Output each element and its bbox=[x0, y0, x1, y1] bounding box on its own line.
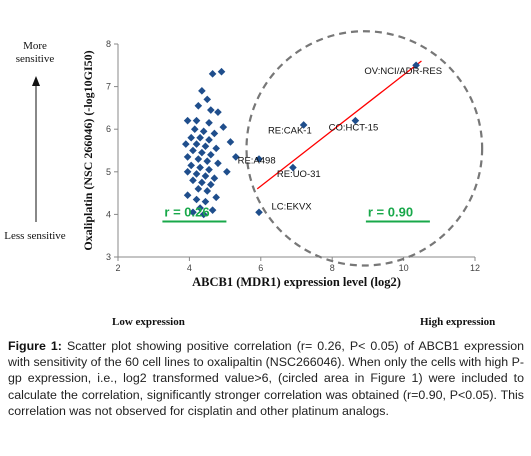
high-expression-label: High expression bbox=[420, 316, 495, 328]
data-point bbox=[193, 140, 201, 148]
data-point bbox=[205, 119, 213, 127]
data-point bbox=[198, 87, 206, 95]
data-point bbox=[227, 138, 235, 146]
points-layer bbox=[182, 62, 420, 219]
y-tick-label: 3 bbox=[106, 252, 111, 262]
data-point bbox=[211, 174, 219, 182]
data-point bbox=[211, 130, 219, 138]
x-tick-label: 10 bbox=[399, 263, 409, 273]
chart-axes: 2 4 6 8 10 12 3 4 5 6 7 8 bbox=[32, 39, 480, 300]
data-point bbox=[203, 96, 211, 104]
data-point bbox=[214, 159, 222, 167]
more-sensitive-label: More sensitive bbox=[4, 40, 66, 66]
data-point bbox=[209, 70, 217, 78]
x-tick-label: 4 bbox=[187, 263, 192, 273]
data-point bbox=[184, 168, 192, 176]
y-tick-label: 6 bbox=[106, 124, 111, 134]
data-point bbox=[220, 123, 228, 131]
data-point bbox=[187, 134, 195, 142]
data-point bbox=[203, 187, 211, 195]
sensitivity-arrow-head bbox=[32, 76, 40, 86]
axis-titles-layer: ABCB1 (MDR1) expression level (log2) Oxal… bbox=[81, 50, 401, 289]
point-annotation: RE:A498 bbox=[238, 155, 276, 166]
point-annotation: RE:CAK-1 bbox=[268, 125, 312, 136]
data-point bbox=[191, 125, 199, 133]
data-point bbox=[200, 128, 208, 136]
data-point bbox=[195, 102, 203, 110]
data-point bbox=[205, 166, 213, 174]
y-tick-label: 5 bbox=[106, 167, 111, 177]
low-expression-label: Low expression bbox=[112, 316, 185, 328]
data-point bbox=[182, 140, 190, 148]
point-annotation: OV:NCI/ADR-RES bbox=[364, 66, 442, 77]
data-point bbox=[198, 149, 206, 157]
point-annotation: RE:UO-31 bbox=[277, 169, 321, 180]
scatter-chart: 2 4 6 8 10 12 3 4 5 6 7 8 OV:NCI/ADR-RES RE:CAK-1 CO:… bbox=[0, 0, 531, 300]
x-tick-label: 12 bbox=[470, 263, 480, 273]
annotation-layer: OV:NCI/ADR-RES RE:CAK-1 CO:HCT-15 RE:A498RE… bbox=[238, 66, 443, 213]
data-point bbox=[212, 194, 220, 202]
figure-caption: Figure 1: Scatter plot showing positive … bbox=[8, 338, 524, 419]
data-point bbox=[214, 108, 222, 116]
y-axis-title: Oxaliplatin (NSC 266046) (-log10GI50) bbox=[81, 50, 95, 250]
x-tick-label: 2 bbox=[115, 263, 120, 273]
data-point bbox=[193, 196, 201, 204]
data-point bbox=[193, 117, 201, 125]
point-annotation: CO:HCT-15 bbox=[329, 122, 379, 133]
data-point bbox=[184, 191, 192, 199]
data-point bbox=[203, 157, 211, 165]
data-point bbox=[195, 185, 203, 193]
data-point bbox=[187, 162, 195, 170]
caption-text: Scatter plot showing positive correlatio… bbox=[8, 339, 524, 418]
data-point bbox=[207, 151, 215, 159]
data-point bbox=[207, 181, 215, 189]
data-point bbox=[189, 147, 197, 155]
correlation-stat: r = 0.90 bbox=[368, 205, 413, 220]
data-point bbox=[202, 142, 210, 150]
correlation-stat: r = 0.26 bbox=[164, 205, 209, 220]
data-point bbox=[184, 153, 192, 161]
x-tick-label: 6 bbox=[258, 263, 263, 273]
point-annotation: LC:EKVX bbox=[272, 202, 313, 213]
data-point bbox=[195, 155, 203, 163]
data-point bbox=[196, 164, 204, 172]
y-tick-label: 4 bbox=[106, 209, 111, 219]
data-point bbox=[212, 145, 220, 153]
data-point bbox=[207, 106, 215, 114]
sensitivity-arrow bbox=[32, 76, 40, 222]
data-point bbox=[184, 117, 192, 125]
y-tick-label: 7 bbox=[106, 82, 111, 92]
less-sensitive-label: Less sensitive bbox=[4, 230, 66, 243]
x-tick-label: 8 bbox=[330, 263, 335, 273]
caption-lead: Figure 1: bbox=[8, 339, 62, 353]
data-point bbox=[202, 172, 210, 180]
data-point bbox=[209, 206, 217, 214]
data-point bbox=[223, 168, 231, 176]
data-point bbox=[196, 134, 204, 142]
x-axis-title: ABCB1 (MDR1) expression level (log2) bbox=[192, 275, 401, 289]
y-tick-label: 8 bbox=[106, 39, 111, 49]
data-point bbox=[255, 208, 263, 216]
data-point bbox=[218, 68, 226, 76]
data-point bbox=[198, 179, 206, 187]
data-point bbox=[205, 136, 213, 144]
data-point bbox=[189, 177, 197, 185]
data-point bbox=[193, 170, 201, 178]
